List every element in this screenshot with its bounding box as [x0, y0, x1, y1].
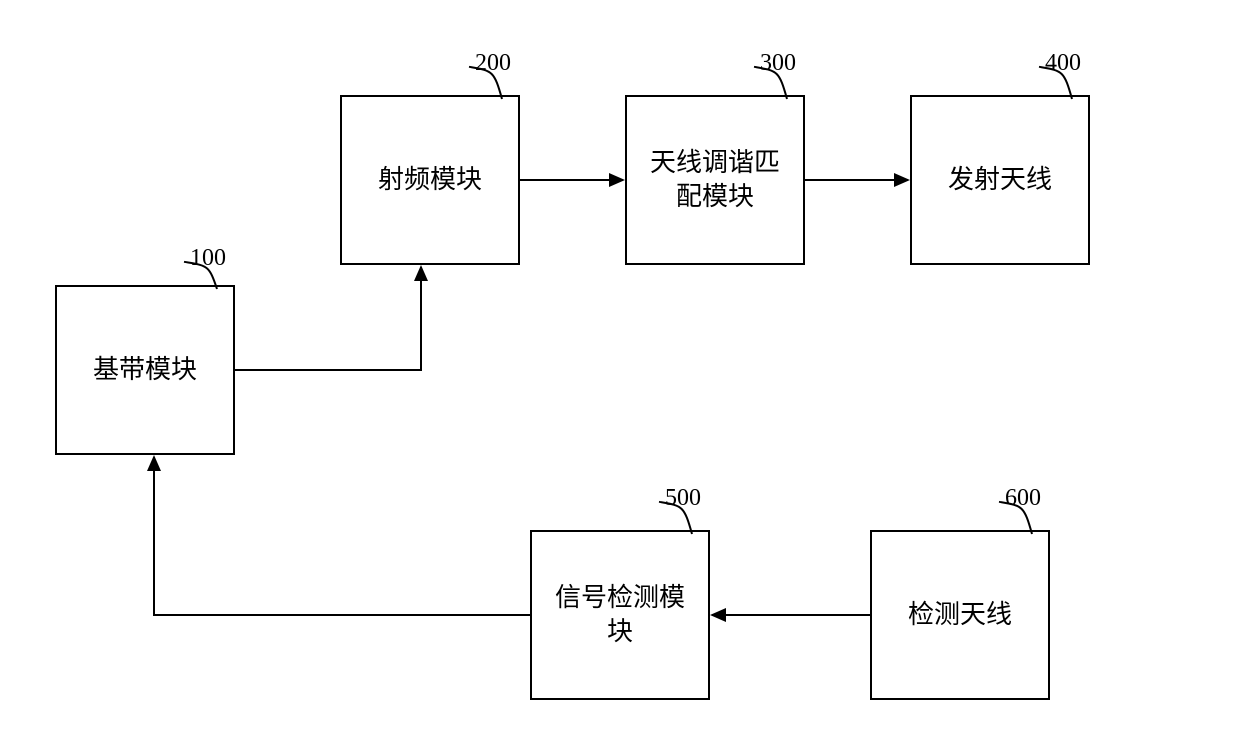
node-detect-antenna-label: 检测天线 [908, 598, 1012, 632]
node-detect-antenna: 检测天线 [870, 530, 1050, 700]
node-tuning: 天线调谐匹配模块 [625, 95, 805, 265]
node-rf: 射频模块 [340, 95, 520, 265]
ref-600: 600 [1005, 485, 1041, 512]
node-rf-label: 射频模块 [378, 163, 482, 197]
node-signal-detect-label: 信号检测模块 [555, 581, 685, 649]
ref-400: 400 [1045, 50, 1081, 77]
ref-500: 500 [665, 485, 701, 512]
node-tuning-label: 天线调谐匹配模块 [650, 146, 780, 214]
node-tx-antenna: 发射天线 [910, 95, 1090, 265]
node-signal-detect: 信号检测模块 [530, 530, 710, 700]
node-baseband-label: 基带模块 [93, 353, 197, 387]
ref-100: 100 [190, 245, 226, 272]
node-tx-antenna-label: 发射天线 [948, 163, 1052, 197]
ref-200: 200 [475, 50, 511, 77]
ref-300: 300 [760, 50, 796, 77]
node-baseband: 基带模块 [55, 285, 235, 455]
